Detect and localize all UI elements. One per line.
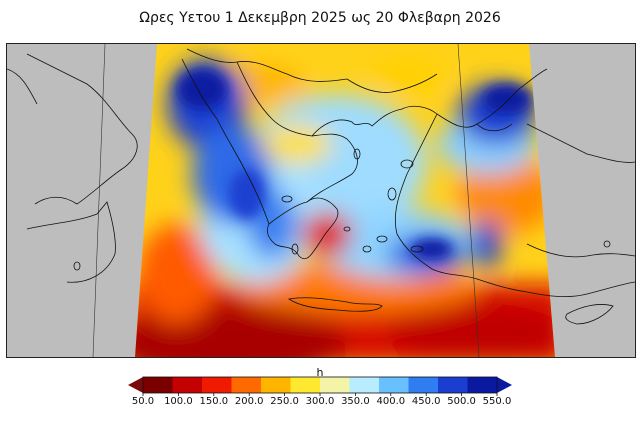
colorbar-tick-label: 250.0 [270, 396, 299, 407]
meridian-line [92, 44, 106, 357]
colorbar-segment [438, 377, 468, 393]
colorbar-tick-label: 350.0 [341, 396, 370, 407]
colorbar-tick-label: 50.0 [131, 396, 155, 407]
colorbar-segments [143, 377, 498, 393]
coastlines [7, 48, 635, 325]
colorbar-tick-label: 500.0 [447, 396, 476, 407]
precipitation-field [135, 44, 555, 357]
colorbar-tick-label: 100.0 [164, 396, 193, 407]
colorbar-segment [349, 377, 380, 393]
meridian-line [457, 44, 480, 357]
colorbar-tick-label: 150.0 [199, 396, 229, 407]
colorbar-segment [172, 377, 203, 393]
colorbar-label: h [316, 366, 324, 379]
colorbar-tick-label: 200.0 [234, 396, 264, 407]
map-canvas [7, 44, 635, 357]
colorbar-tick-label: 550.0 [482, 396, 512, 407]
colorbar-segment [467, 377, 498, 393]
colorbar-segment [320, 377, 350, 393]
colorbar-segment [290, 377, 321, 393]
colorbar-tickmarks [142, 393, 498, 396]
colorbar-tick-labels: 50.0 100.0 150.0 200.0 250.0 300.0 350.0 400.0 4… [0, 396, 640, 410]
colorbar-segment [143, 377, 173, 393]
map-title: Ωρες Υετου 1 Δεκεμβρη 2025 ως 20 Φλεβαρη… [139, 10, 501, 26]
colorbar-segment [202, 377, 232, 393]
colorbar-segment [261, 377, 291, 393]
colorbar-tick-label: 300.0 [305, 396, 335, 407]
colorbar-segment [379, 377, 409, 393]
colorbar-segment [408, 377, 439, 393]
colorbar-tick-label: 400.0 [376, 396, 406, 407]
colorbar-segment [231, 377, 262, 393]
colorbar-under-arrow [128, 377, 143, 393]
colorbar-over-arrow [497, 377, 512, 393]
colorbar [128, 376, 512, 396]
colorbar-tick-label: 450.0 [411, 396, 441, 407]
precipitation-hours-map [6, 43, 636, 358]
